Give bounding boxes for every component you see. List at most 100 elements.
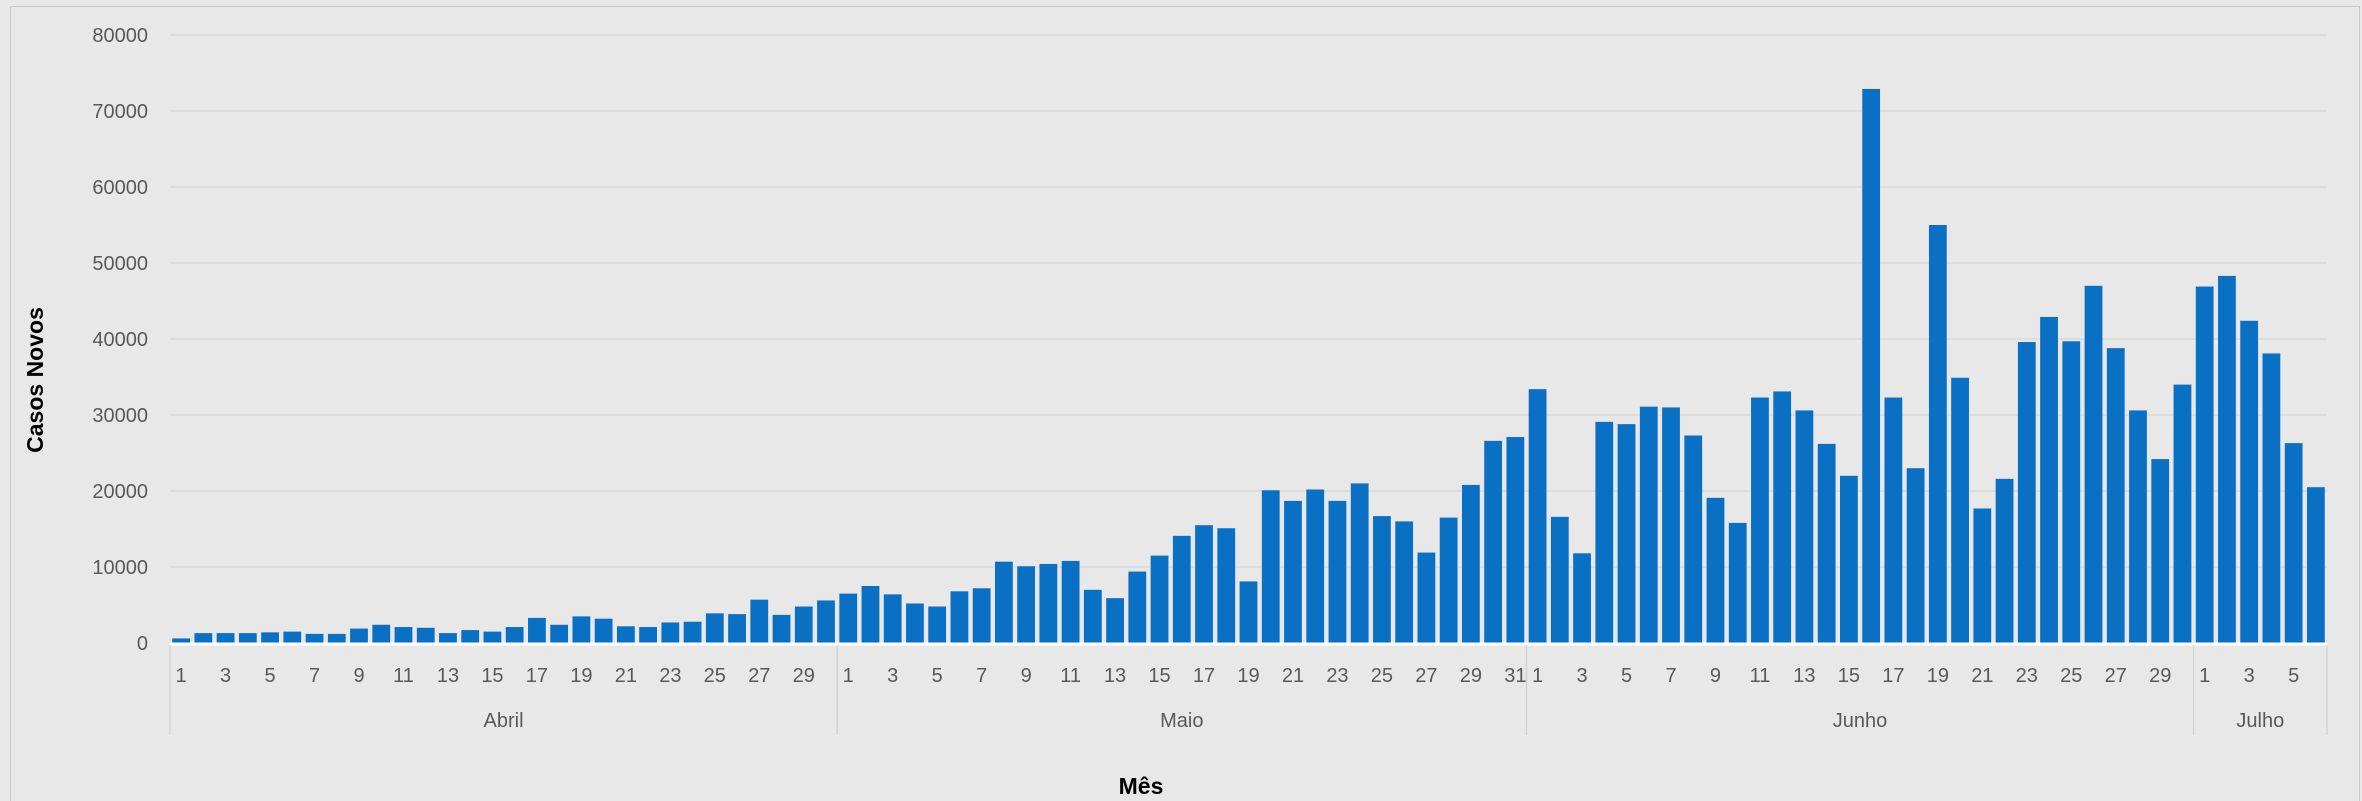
- bar: [1862, 88, 1881, 643]
- bar: [906, 603, 924, 643]
- bar: [639, 627, 657, 643]
- bar: [1884, 397, 1903, 643]
- bar: [728, 614, 746, 643]
- bar: [1439, 517, 1458, 643]
- y-tick-label: 70000: [92, 101, 148, 123]
- y-tick-label: 40000: [92, 329, 148, 351]
- bar: [883, 594, 902, 643]
- x-tick-label: 13: [437, 665, 459, 687]
- bar: [439, 633, 457, 643]
- month-label: Julho: [2236, 710, 2284, 732]
- bar: [1995, 478, 2014, 643]
- bar: [1017, 566, 1036, 643]
- bar: [2306, 487, 2325, 643]
- bar: [1395, 521, 1414, 643]
- y-tick-label: 10000: [92, 557, 148, 579]
- bar: [1684, 435, 1703, 643]
- x-tick-label: 9: [1710, 665, 1721, 687]
- bar: [1506, 437, 1525, 643]
- bar: [2173, 384, 2192, 643]
- bar: [1306, 489, 1325, 643]
- x-tick-label: 1: [176, 665, 187, 687]
- x-tick-label: 31: [1504, 665, 1526, 687]
- y-tick-label: 80000: [92, 25, 148, 47]
- bar: [261, 632, 279, 643]
- x-tick-label: 1: [1532, 665, 1543, 687]
- bar: [1328, 500, 1347, 643]
- bar: [528, 617, 546, 643]
- bar: [1817, 443, 1836, 643]
- x-tick-label: 21: [1282, 665, 1304, 687]
- bar: [194, 633, 213, 643]
- bar: [2218, 275, 2236, 643]
- bar: [2240, 320, 2259, 643]
- bar: [2084, 285, 2103, 643]
- bar: [2284, 443, 2303, 643]
- bar: [1417, 552, 1436, 643]
- x-tick-label: 13: [1793, 665, 1815, 687]
- bar: [572, 616, 591, 643]
- x-tick-label: 23: [2016, 665, 2038, 687]
- bar: [172, 638, 191, 643]
- x-tick-label: 9: [1021, 665, 1032, 687]
- x-tick-label: 17: [1193, 665, 1215, 687]
- x-tick-label: 11: [393, 665, 414, 687]
- bar: [661, 622, 680, 643]
- x-tick-label: 5: [1621, 665, 1632, 687]
- bar: [839, 593, 858, 643]
- x-tick-label: 11: [1060, 665, 1081, 687]
- bar: [372, 624, 391, 643]
- x-tick-label: 3: [1576, 665, 1587, 687]
- bar: [1906, 468, 1925, 643]
- bar: [2262, 353, 2281, 643]
- x-tick-label: 13: [1104, 665, 1126, 687]
- x-tick-label: 29: [793, 665, 815, 687]
- bar: [1461, 484, 1480, 643]
- x-axis-title: Mês: [1119, 773, 1164, 799]
- bar: [1795, 410, 1814, 643]
- x-tick-label: 7: [1665, 665, 1676, 687]
- x-tick-label: 27: [2105, 665, 2127, 687]
- x-tick-label: 15: [481, 665, 503, 687]
- bar: [1484, 440, 1503, 643]
- bar: [1928, 225, 1947, 643]
- bar: [794, 606, 813, 643]
- x-tick-label: 19: [1237, 665, 1259, 687]
- x-tick-label: 7: [309, 665, 320, 687]
- x-tick-label: 23: [659, 665, 681, 687]
- x-tick-label: 1: [843, 665, 854, 687]
- y-tick-label: 50000: [92, 253, 148, 275]
- x-tick-label: 29: [1460, 665, 1482, 687]
- x-tick-label: 17: [1882, 665, 1904, 687]
- bar: [1150, 555, 1169, 643]
- bar: [1550, 516, 1569, 643]
- x-tick-label: 23: [1326, 665, 1348, 687]
- month-label: Junho: [1833, 710, 1888, 732]
- x-tick-label: 3: [2244, 665, 2255, 687]
- bar: [1639, 406, 1658, 643]
- bar: [1172, 535, 1191, 643]
- bar: [1728, 522, 1747, 643]
- bar: [1973, 508, 1992, 643]
- x-tick-label: 27: [1415, 665, 1437, 687]
- x-tick-label: 21: [615, 665, 637, 687]
- bar: [2106, 348, 2125, 643]
- x-tick-label: 27: [748, 665, 770, 687]
- bar: [461, 630, 480, 643]
- bar: [817, 600, 835, 643]
- bar: [1951, 377, 1969, 643]
- bar: [1528, 389, 1547, 643]
- x-tick-label: 25: [704, 665, 726, 687]
- bar: [505, 627, 524, 643]
- bar: [394, 627, 413, 643]
- x-tick-label: 19: [570, 665, 592, 687]
- bar: [350, 628, 368, 643]
- bar: [283, 631, 302, 643]
- bar: [1284, 500, 1302, 643]
- bar: [772, 614, 791, 643]
- bar: [1106, 598, 1124, 643]
- x-tick-label: 29: [2149, 665, 2171, 687]
- x-tick-label: 17: [526, 665, 548, 687]
- x-tick-label: 3: [220, 665, 231, 687]
- y-tick-label: 60000: [92, 177, 148, 199]
